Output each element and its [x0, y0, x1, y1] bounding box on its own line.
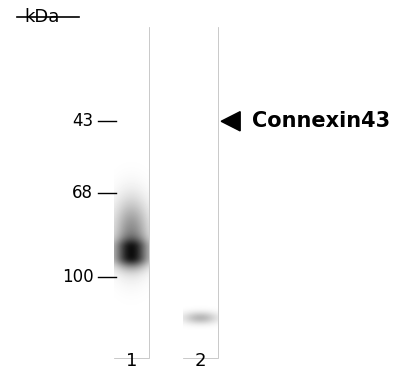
FancyBboxPatch shape [114, 27, 148, 358]
Text: 68: 68 [72, 184, 93, 201]
Text: 100: 100 [62, 268, 93, 286]
Text: 43: 43 [72, 112, 93, 130]
Text: 2: 2 [195, 352, 206, 370]
FancyBboxPatch shape [183, 27, 218, 358]
Text: 1: 1 [126, 352, 137, 370]
Polygon shape [221, 112, 240, 131]
Text: kDa: kDa [24, 8, 60, 26]
Text: Connexin43: Connexin43 [252, 111, 390, 131]
